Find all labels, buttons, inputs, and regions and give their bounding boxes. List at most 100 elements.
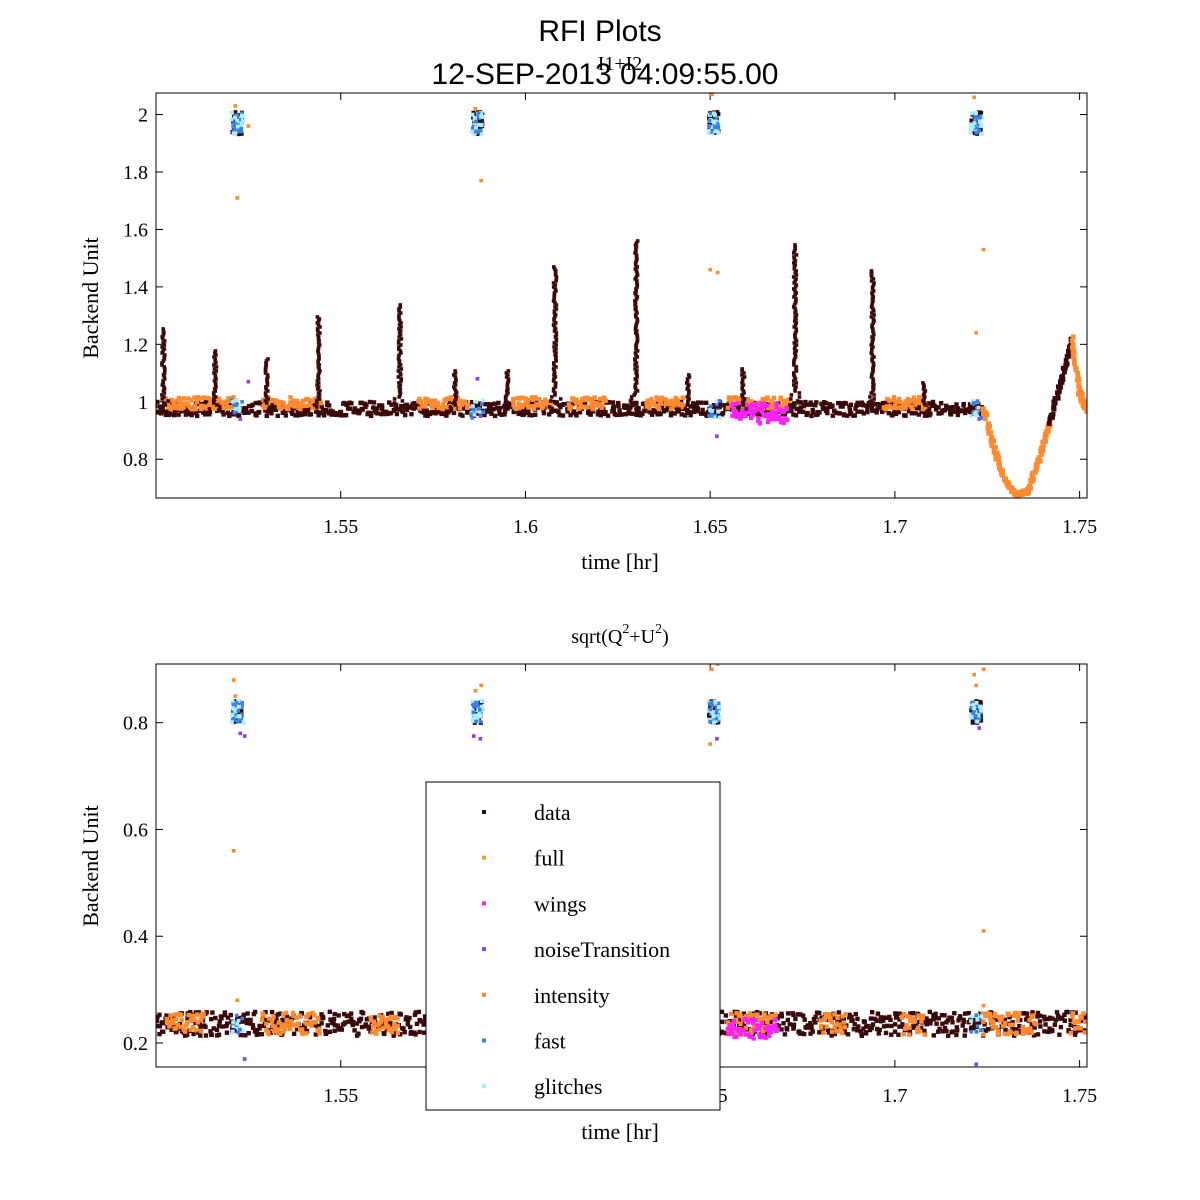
bottom-baseline-glitch — [240, 1016, 245, 1021]
bottom-intensity-point — [291, 1013, 296, 1018]
top-data-point — [889, 401, 895, 407]
top-spike-point — [162, 331, 166, 335]
top-data-point — [714, 406, 720, 411]
top-spike-point — [633, 383, 638, 387]
top-spike-point — [635, 373, 639, 377]
top-data-point — [207, 409, 212, 414]
bottom-data-point — [388, 1023, 393, 1028]
top-data-point — [533, 412, 538, 417]
top-intensity-point — [674, 400, 679, 405]
bottom-intensity-point — [996, 1014, 1001, 1020]
top-spike-point — [923, 403, 927, 407]
top-data-point — [305, 408, 311, 413]
top-spike-point — [687, 389, 691, 393]
bottom-intensity-point — [1075, 1025, 1081, 1031]
top-intensity-point — [903, 405, 908, 410]
top-data-point — [203, 400, 208, 406]
top-spike-point — [634, 249, 638, 253]
top-data-point — [265, 409, 271, 414]
top-spike-point — [552, 325, 557, 329]
top-data-point — [629, 403, 634, 408]
bottom-outlier-point — [981, 929, 986, 933]
top-spike-point — [792, 357, 797, 361]
top-intensity-point — [189, 406, 194, 412]
bottom-data-point — [157, 1024, 163, 1029]
top-data-point — [847, 408, 853, 413]
top-data-point — [614, 412, 619, 418]
top-spike-point — [923, 389, 928, 393]
top-intensity-point — [541, 404, 546, 410]
top-spike-point — [685, 401, 690, 405]
bottom-data-point — [809, 1023, 814, 1028]
bottom-wings-point — [743, 1017, 748, 1022]
top-noise-data — [977, 110, 982, 115]
bottom-wings-point — [769, 1029, 774, 1034]
bottom-intensity-outlier — [972, 672, 976, 677]
bottom-glitch — [717, 716, 722, 721]
bottom-intensity-point — [907, 1025, 912, 1030]
bottom-glitch — [974, 700, 979, 705]
top-data-point — [561, 401, 567, 407]
top-spike-point — [794, 273, 799, 277]
top-spike-point — [554, 277, 559, 281]
top-data-point — [367, 399, 373, 405]
top-spike-point — [741, 383, 746, 387]
top-spike-point — [872, 393, 876, 397]
top-spike-point — [263, 371, 268, 375]
top-data-point — [719, 412, 725, 417]
top-fast — [973, 116, 978, 120]
top-data-point — [661, 409, 667, 414]
top-ytick-label: 1.6 — [123, 219, 148, 241]
top-noise-data — [476, 119, 481, 124]
bottom-data-point — [768, 1019, 773, 1024]
bottom-intensity-point — [818, 1018, 823, 1023]
top-wings-point — [750, 412, 756, 417]
bottom-data-point — [1054, 1010, 1060, 1015]
bottom-data-point — [952, 1011, 957, 1016]
bottom-intensity-point — [260, 1011, 265, 1016]
top-spike-point — [793, 331, 798, 335]
top-glitch — [974, 128, 979, 133]
top-spike-point — [504, 393, 509, 397]
bottom-data-point — [307, 1015, 313, 1020]
bottom-data-point — [209, 1032, 214, 1038]
top-spike-point — [554, 343, 558, 347]
top-spike-point — [554, 365, 558, 369]
bottom-wings-point — [731, 1018, 736, 1024]
bottom-fast — [970, 700, 974, 705]
bottom-intensity-point — [172, 1012, 178, 1017]
top-spike-point — [872, 281, 876, 285]
top-spike-point — [213, 359, 217, 363]
top-spike-point — [160, 397, 165, 401]
top-data-point — [352, 406, 358, 411]
top-fast — [471, 124, 476, 129]
bottom-intensity-point — [304, 1021, 310, 1027]
top-data-point — [553, 408, 558, 413]
top-data-point — [650, 408, 656, 413]
top-spike-point — [211, 391, 216, 395]
bottom-ytick-label: 0.2 — [123, 1033, 148, 1055]
top-spike-point — [554, 303, 559, 307]
top-fast — [239, 126, 244, 131]
top-intensity-point — [274, 400, 279, 405]
top-spike-point — [793, 309, 798, 313]
top-ytick-label: 1.8 — [123, 162, 148, 184]
bottom-glitch — [236, 704, 241, 709]
bottom-data-point — [884, 1023, 890, 1029]
top-data-point — [273, 407, 279, 412]
bottom-glitch — [479, 699, 484, 704]
top-data-point — [672, 411, 677, 416]
top-data-point — [335, 411, 341, 417]
bottom-data-point — [1010, 1020, 1015, 1025]
top-intensity-point — [597, 402, 602, 407]
top-data-point — [157, 404, 162, 409]
bottom-intensity-point — [995, 1031, 1001, 1037]
bottom-wings-point — [774, 1027, 780, 1032]
top-spike-point — [635, 311, 639, 315]
top-intensity-point — [658, 400, 664, 405]
bottom-intensity-point — [191, 1013, 196, 1019]
top-spike-point — [398, 373, 403, 377]
bottom-data-point — [351, 1019, 356, 1025]
bottom-data-point — [782, 1032, 788, 1037]
bottom-intensity-point — [272, 1024, 278, 1029]
